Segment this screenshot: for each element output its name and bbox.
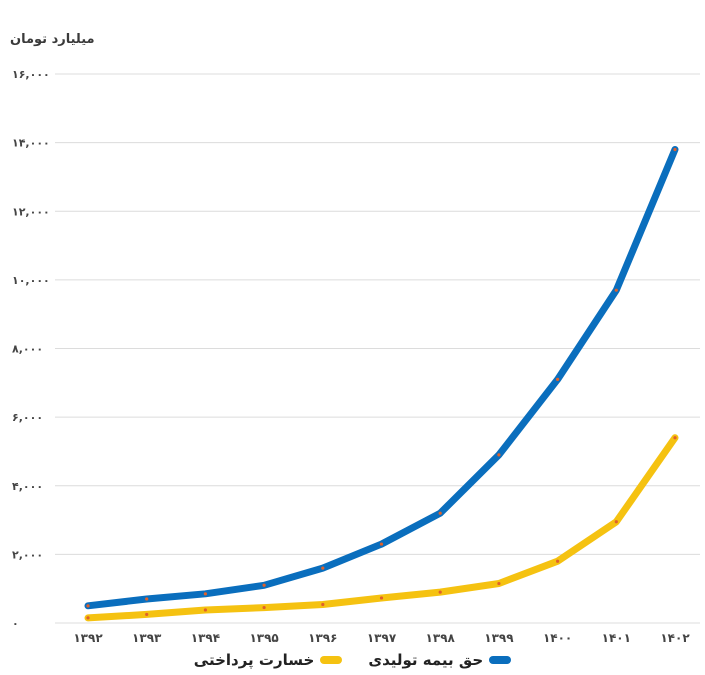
legend: حق بیمه تولیدی خسارت پرداختی [0, 651, 705, 669]
data-point-premium [673, 147, 677, 152]
data-point-claims [321, 602, 325, 607]
y-tick-labels: ۰ ۲,۰۰۰ ۴,۰۰۰ ۶,۰۰۰ ۸,۰۰۰ ۱۰,۰۰۰ ۱۲,۰۰۰ ۱۴,۰۰۰ ۱… [12, 68, 50, 630]
y-tick-label: ۴,۰۰۰ [12, 480, 43, 493]
data-point-claims [438, 590, 442, 594]
data-point-claims [86, 616, 90, 620]
x-tick-label: ۱۳۹۶ [308, 631, 337, 645]
data-point-claims [203, 608, 207, 612]
data-point-premium [497, 453, 501, 457]
data-point-premium [438, 511, 442, 515]
data-point-premium [321, 566, 325, 570]
data-point-claims [556, 559, 560, 563]
x-tick-label: ۱۴۰۲ [660, 631, 690, 645]
legend-swatch-premium [489, 656, 512, 664]
x-tick-label: ۱۴۰۰ [543, 631, 572, 645]
legend-label-claims: خسارت پرداختی [193, 651, 315, 669]
x-tick-label: ۱۳۹۸ [426, 631, 456, 645]
data-point-premium [614, 288, 618, 292]
series-line-claims [84, 434, 679, 622]
y-tick-label: ۲,۰۰۰ [12, 548, 43, 561]
x-tick-label: ۱۳۹۵ [249, 631, 278, 645]
data-point-claims [614, 520, 618, 524]
data-point-premium [556, 377, 560, 381]
legend-label-premium: حق بیمه تولیدی [368, 651, 484, 669]
data-point-claims [497, 581, 501, 586]
series-lines [84, 146, 679, 622]
x-tick-label: ۱۳۹۲ [73, 631, 103, 645]
y-tick-label: ۰ [12, 617, 19, 630]
data-point-premium [203, 592, 207, 596]
x-tick-label: ۱۳۹۷ [367, 631, 397, 645]
y-tick-label: ۱۶,۰۰۰ [12, 68, 50, 81]
x-tick-labels: ۱۳۹۲ ۱۳۹۳ ۱۳۹۴ ۱۳۹۵ ۱۳۹۶ ۱۳۹۷ ۱۳۹۸ ۱۳۹۹ ۱۴۰۰ ۱۴۰۱… [73, 631, 690, 645]
line-chart: ۰ ۲,۰۰۰ ۴,۰۰۰ ۶,۰۰۰ ۸,۰۰۰ ۱۰,۰۰۰ ۱۲,۰۰۰ ۱۴,۰۰۰ ۱… [12, 68, 700, 645]
x-tick-label: ۱۳۹۹ [484, 631, 514, 645]
legend-item-claims: خسارت پرداختی [194, 651, 343, 669]
y-axis-unit-label: میلیارد تومان [10, 32, 95, 47]
legend-item-premium: حق بیمه تولیدی [368, 651, 512, 669]
data-point-premium [86, 604, 90, 608]
y-tick-label: ۱۰,۰۰۰ [12, 274, 50, 287]
data-point-claims [262, 605, 266, 610]
y-tick-label: ۱۴,۰۰۰ [12, 137, 50, 150]
y-tick-label: ۱۲,۰۰۰ [12, 205, 50, 218]
x-tick-label: ۱۳۹۳ [132, 631, 162, 645]
y-tick-label: ۶,۰۰۰ [12, 411, 43, 424]
data-point-premium [262, 583, 266, 587]
legend-swatch-claims [320, 656, 343, 664]
data-point-premium [145, 597, 149, 601]
x-tick-label: ۱۳۹۴ [191, 631, 220, 645]
data-point-claims [145, 612, 149, 617]
grid-lines [55, 73, 700, 624]
data-point-claims [379, 596, 384, 600]
y-tick-label: ۸,۰۰۰ [12, 343, 43, 356]
data-point-claims [673, 436, 677, 440]
data-point-premium [379, 542, 384, 546]
x-tick-label: ۱۴۰۱ [602, 631, 631, 645]
